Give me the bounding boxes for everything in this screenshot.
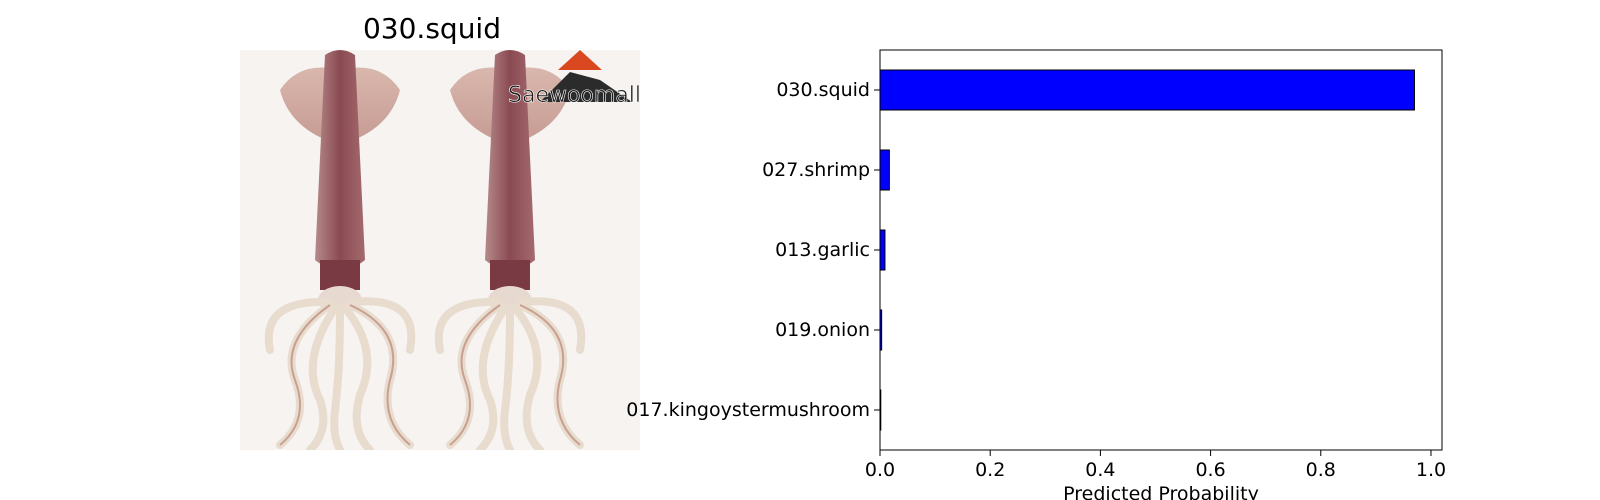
squid-right	[434, 50, 586, 450]
y-tick-label: 013.garlic	[775, 239, 870, 261]
x-tick-label: 0.4	[1085, 459, 1115, 481]
squid-left	[264, 50, 416, 450]
bar-027.shrimp	[879, 149, 890, 191]
x-tick-label: 0.2	[975, 459, 1005, 481]
svg-text:Saewoomall: Saewoomall	[508, 83, 640, 108]
watermark-logo: Saewoomall	[508, 50, 640, 108]
bar-030.squid	[879, 69, 1415, 111]
x-tick-label: 0.6	[1195, 459, 1225, 481]
y-tick-label: 019.onion	[775, 319, 870, 341]
y-tick-label: 017.kingoystermushroom	[626, 399, 870, 421]
squid-photo: Saewoomall	[240, 50, 640, 450]
y-tick-label: 030.squid	[776, 79, 870, 101]
plot-frame	[879, 49, 1443, 451]
y-tick-label: 027.shrimp	[762, 159, 870, 181]
x-tick-label: 0.0	[865, 459, 895, 481]
bar-013.garlic	[879, 229, 886, 271]
x-tick-label: 0.8	[1306, 459, 1336, 481]
image-title: 030.squid	[362, 12, 501, 45]
x-axis-label: Predicted Probability	[1063, 483, 1259, 500]
x-tick-label: 1.0	[1416, 459, 1446, 481]
